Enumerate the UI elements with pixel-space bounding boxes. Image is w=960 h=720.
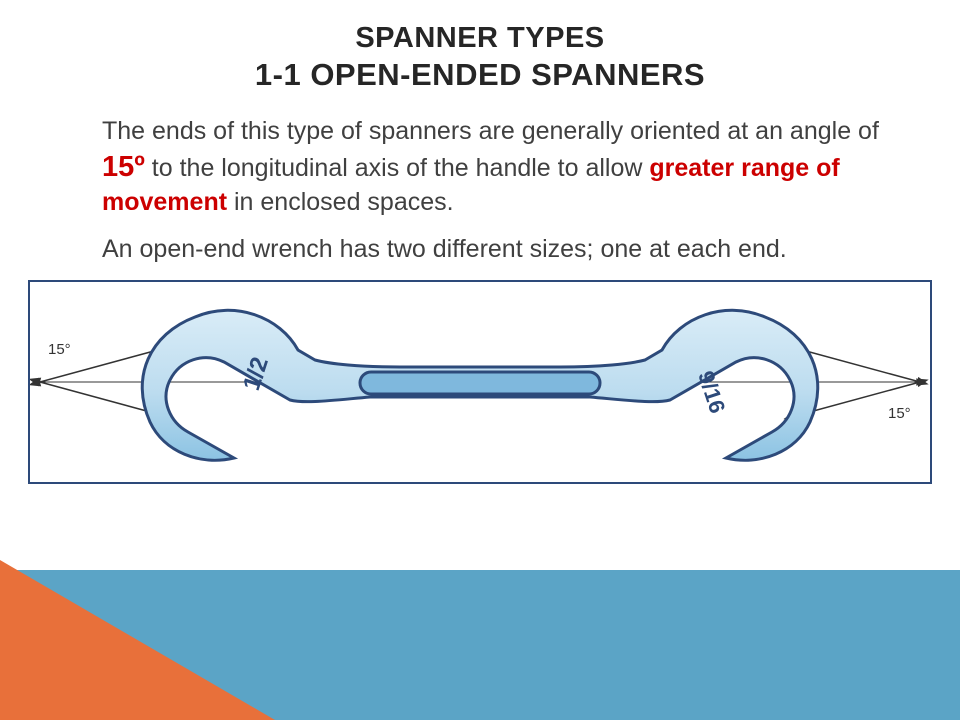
body-text: The ends of this type of spanners are ge… xyxy=(74,115,886,266)
spanner-figure: 15° 15° 1/2 9/16 xyxy=(28,280,932,484)
p1-highlight-angle: 15º xyxy=(102,151,145,183)
title-line-1: SPANNER TYPES xyxy=(0,22,960,55)
handle-slot xyxy=(360,372,600,394)
p1-text-b: to the longitudinal axis of the handle t… xyxy=(145,154,650,182)
spanner-svg: 15° 15° 1/2 9/16 xyxy=(30,282,930,482)
decor-orange-triangle xyxy=(0,560,275,720)
paragraph-1: The ends of this type of spanners are ge… xyxy=(74,115,886,219)
p1-text-c: in enclosed spaces. xyxy=(227,188,454,216)
angle-label-right: 15° xyxy=(888,405,911,422)
title-line-2: 1-1 OPEN-ENDED SPANNERS xyxy=(0,57,960,93)
size-label-right: 9/16 xyxy=(693,368,730,416)
p1-text-a: The ends of this type of spanners are ge… xyxy=(102,117,879,145)
paragraph-2: An open-end wrench has two different siz… xyxy=(74,233,886,266)
slide-title: SPANNER TYPES 1-1 OPEN-ENDED SPANNERS xyxy=(0,0,960,93)
angle-label-left: 15° xyxy=(48,341,71,358)
